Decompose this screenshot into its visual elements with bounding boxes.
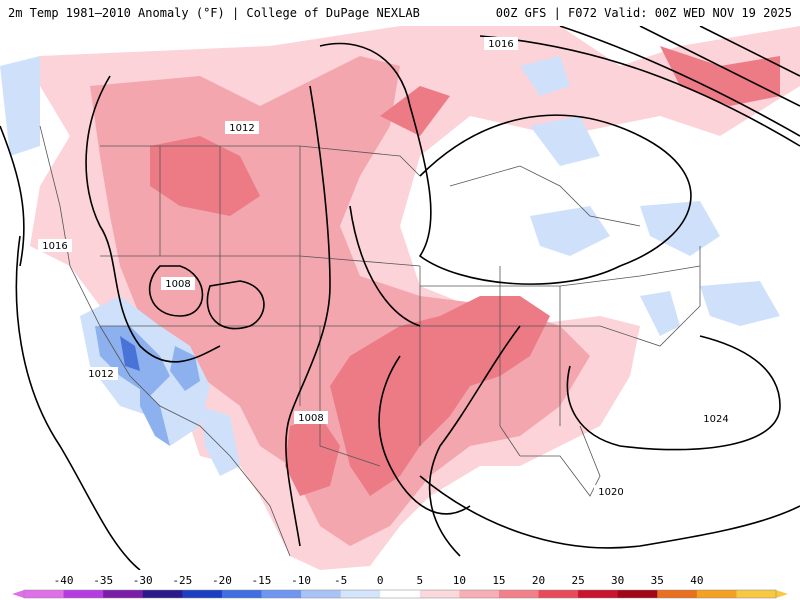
colorbar-swatch	[696, 590, 737, 598]
colorbar-swatch	[63, 590, 104, 598]
product-title: 2m Temp 1981–2010 Anomaly (°F) | College…	[8, 6, 420, 20]
isobar-labels: 1016 1012 1016 1008 1012 1008 1024 1020	[38, 37, 733, 498]
colorbar-swatch	[498, 590, 540, 598]
isobar-label: 1012	[229, 123, 254, 134]
colorbar-tick-label: 15	[492, 574, 506, 587]
colorbar-tick-label: 40	[690, 574, 704, 587]
colorbar-tick-label: -15	[251, 574, 272, 587]
colorbar-tick-label: -35	[93, 574, 114, 587]
colorbar-tick-label: 0	[376, 574, 384, 587]
colorbar-swatch	[538, 590, 579, 598]
isobars	[0, 26, 800, 570]
colorbar-tick-labels: -40 -35 -30 -25 -20 -15 -10 -5 0 5 10 15 20 25 30 35 40	[0, 574, 800, 588]
colorbar-tick-label: -30	[132, 574, 153, 587]
colorbar-tick-label: 25	[571, 574, 585, 587]
colorbar-swatch	[182, 590, 223, 598]
colorbar-tick-label: -20	[211, 574, 232, 587]
colorbar-tick-label: 10	[452, 574, 466, 587]
colorbar-swatch	[578, 590, 619, 598]
colorbar-left-arrow	[12, 590, 24, 598]
isobar-label: 1008	[165, 279, 190, 290]
colorbar-tick-label: 20	[531, 574, 546, 587]
colorbar-tick-label: -10	[291, 574, 311, 587]
colorbar-swatch	[301, 590, 342, 598]
isobar-label: 1008	[298, 413, 323, 424]
colorbar-swatch	[103, 590, 144, 598]
colorbar-tick-label: -5	[334, 574, 348, 587]
colorbar-tick-label: 5	[416, 574, 424, 587]
isobar-label: 1016	[42, 241, 67, 252]
colorbar-swatch	[617, 590, 658, 598]
colorbar-swatch	[657, 590, 698, 598]
colorbar-swatch	[459, 590, 500, 598]
colorbar-tick-label: -25	[172, 574, 193, 587]
colorbar-swatch	[142, 590, 183, 598]
colorbar-swatch	[221, 590, 262, 598]
model-run-info: 00Z GFS | F072 Valid: 00Z WED NOV 19 202…	[495, 6, 792, 20]
colorbar-swatch	[380, 590, 421, 598]
isobar-label: 1020	[598, 487, 623, 498]
colorbar-tick-label: -40	[53, 574, 74, 587]
state-borders	[39, 125, 701, 557]
cool-anomaly-shading	[0, 56, 780, 476]
colorbar-tick-label: 35	[650, 574, 664, 587]
colorbar-right-arrow	[776, 590, 788, 598]
colorbar-tick-label: 30	[611, 574, 625, 587]
map-header: 2m Temp 1981–2010 Anomaly (°F) | College…	[0, 0, 800, 26]
colorbar-swatch	[24, 590, 65, 598]
isobar-label: 1012	[88, 369, 113, 380]
colorbar: -40 -35 -30 -25 -20 -15 -10 -5 0 5 10 15 20 25 30 35 40	[0, 570, 800, 600]
colorbar-scale	[12, 589, 788, 599]
colorbar-outline	[23, 589, 777, 599]
isobar-label: 1024	[703, 414, 728, 425]
colorbar-swatch	[419, 590, 460, 598]
colorbar-swatch	[736, 590, 777, 598]
weather-anomaly-map: 1016 1012 1016 1008 1012 1008 1024 1020	[0, 26, 800, 570]
colorbar-swatch	[261, 590, 302, 598]
isobar-label: 1016	[488, 39, 513, 50]
colorbar-swatch	[340, 590, 381, 598]
